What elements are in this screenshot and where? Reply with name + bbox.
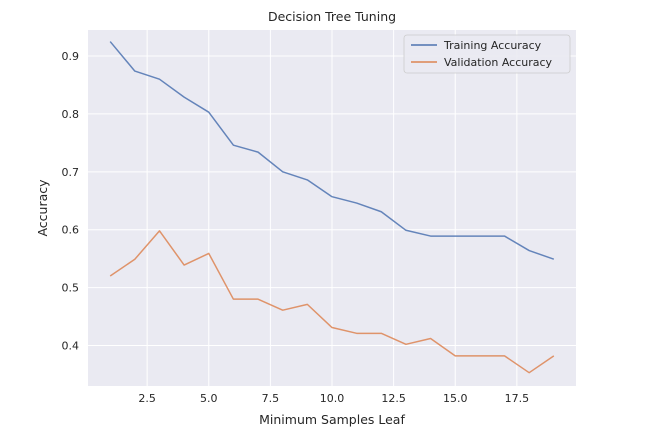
y-axis-label: Accuracy [35,179,50,237]
x-tick-label: 5.0 [200,392,218,405]
x-tick-label: 10.0 [320,392,345,405]
x-tick-label: 15.0 [443,392,468,405]
series-lines [109,41,555,374]
chart-title: Decision Tree Tuning [268,9,396,24]
y-tick-label: 0.6 [62,224,80,237]
legend-label: Validation Accuracy [444,56,553,69]
y-tick-label: 0.8 [62,108,80,121]
x-tick-label: 12.5 [381,392,406,405]
tick-labels: 2.5 5.0 7.5 10.0 12.5 15.0 17.5 0.4 0.5 0.6 0.7 0.8… [62,50,530,405]
x-tick-label: 2.5 [138,392,156,405]
grid-lines [88,30,576,386]
y-tick-label: 0.7 [62,166,80,179]
legend-label: Training Accuracy [443,39,542,52]
y-tick-label: 0.9 [62,50,80,63]
legend: Training Accuracy Validation Accuracy [403,34,571,74]
series-line-validation-accuracy [109,230,555,374]
x-axis-label: Minimum Samples Leaf [259,412,405,427]
y-tick-label: 0.4 [62,339,80,352]
series-line-training-accuracy [109,41,555,260]
legend-box [403,34,571,74]
y-tick-label: 0.5 [62,282,80,295]
x-tick-label: 7.5 [262,392,280,405]
x-tick-label: 17.5 [505,392,530,405]
